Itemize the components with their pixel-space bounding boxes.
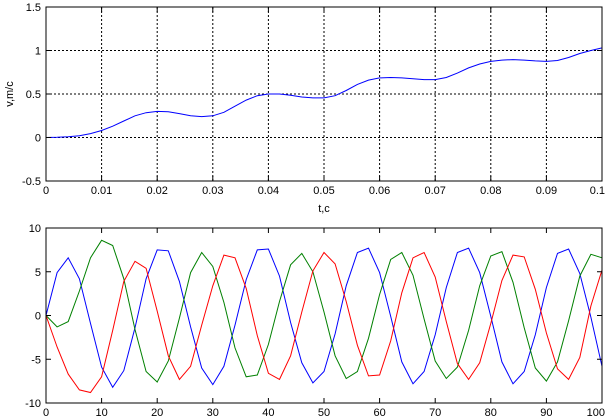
x-tick-label: 0.06 [369,185,390,197]
three-phase-tick-labels: 0 10 20 30 40 50 60 70 80 90 100 -10 -5 0 5 10 [25,223,605,418]
x-tick-label: 70 [429,407,441,418]
x-tick-label: 40 [262,407,274,418]
three-phase-ticks [45,227,603,404]
x-tick-label: 0.09 [536,185,557,197]
velocity-chart: 0 0.01 0.02 0.03 0.04 0.05 0.06 0.07 0.08 0.09 0.1… [4,2,605,215]
velocity-y-axis-label: v,m/c [4,81,16,107]
x-tick-label: 0.05 [313,185,334,197]
three-phase-series-group [45,239,603,394]
velocity-ticks [45,6,603,182]
x-tick-label: 30 [207,407,219,418]
y-tick-label: 0 [35,311,41,323]
y-tick-label: 5 [35,267,41,279]
x-tick-label: 20 [151,407,163,418]
x-tick-label: 0.03 [202,185,223,197]
x-tick-label: 50 [318,407,330,418]
three-phase-plot-frame [45,227,603,404]
x-tick-label: 0.01 [91,185,112,197]
y-tick-label: 0 [35,133,41,145]
y-tick-label: -5 [31,354,41,366]
x-tick-label: 0.07 [424,185,445,197]
series-line [45,247,603,389]
velocity-gridlines [46,7,602,181]
x-tick-label: 10 [95,407,107,418]
series-line [45,47,603,138]
x-tick-label: 80 [485,407,497,418]
y-tick-label: 0.5 [26,89,41,101]
x-tick-label: 0 [43,407,49,418]
series-line [45,251,603,394]
y-tick-label: 1 [35,46,41,58]
series-line [45,239,603,383]
x-tick-label: 90 [540,407,552,418]
y-tick-label: 1.5 [26,2,41,14]
three-phase-chart: 0 10 20 30 40 50 60 70 80 90 100 -10 -5 0 5 10 [25,223,605,418]
x-tick-label: 0.04 [258,185,279,197]
x-tick-label: 0 [43,185,49,197]
y-tick-label: -0.5 [22,176,41,188]
velocity-x-axis-label: t,c [318,203,330,215]
x-tick-label: 100 [587,407,605,418]
x-tick-label: 0.02 [146,185,167,197]
x-tick-label: 0.08 [480,185,501,197]
x-tick-label: 60 [373,407,385,418]
velocity-series-group [45,47,603,138]
velocity-tick-labels: 0 0.01 0.02 0.03 0.04 0.05 0.06 0.07 0.08 0.09 0.1… [22,2,605,197]
x-tick-label: 0.1 [590,185,605,197]
y-tick-label: -10 [25,398,41,410]
y-tick-label: 10 [29,223,41,235]
